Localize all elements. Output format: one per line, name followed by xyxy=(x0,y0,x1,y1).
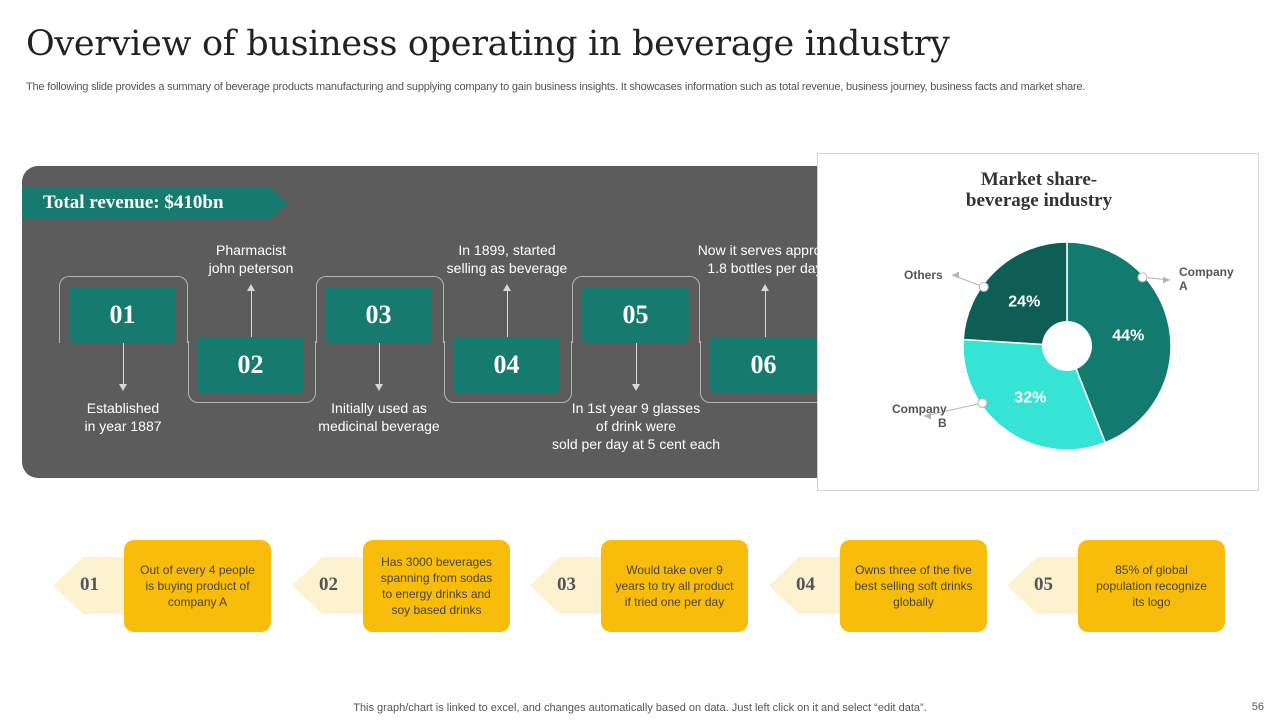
fact-number: 05 xyxy=(1034,574,1053,595)
fact-card: Owns three of the five best selling soft… xyxy=(840,540,987,632)
timeline-step-02: 02 xyxy=(197,337,304,393)
footer-note: This graph/chart is linked to excel, and… xyxy=(353,702,927,714)
timeline-step-03: 03 xyxy=(325,287,432,343)
arrow-up-icon xyxy=(247,284,255,291)
fact-number: 03 xyxy=(557,574,576,595)
leader-dot xyxy=(977,397,988,408)
market-share-pie-chart: 44% 32% 24% xyxy=(923,241,1172,451)
timeline-step-text: Established in year 1887 xyxy=(84,400,162,434)
legend-label-company-b: Company B xyxy=(892,402,947,430)
connector-bracket xyxy=(59,276,188,343)
timeline-step-text: Initially used as medicinal beverage xyxy=(318,400,440,434)
arrow-line xyxy=(251,291,252,337)
page-title: Overview of business operating in bevera… xyxy=(26,24,950,64)
arrow-line xyxy=(123,343,124,384)
arrow-line xyxy=(507,291,508,337)
timeline-step-04: 04 xyxy=(453,337,560,393)
fact-number: 04 xyxy=(796,574,815,595)
pie-slice-company-a xyxy=(1066,241,1172,444)
pie-value-company-b: 32% xyxy=(1014,389,1046,406)
timeline-step-text: Pharmacist john peterson xyxy=(208,242,294,276)
leader-company-b xyxy=(923,402,983,417)
arrow-line xyxy=(379,343,380,384)
connector-bracket xyxy=(316,276,444,343)
fact-number: 02 xyxy=(319,574,338,595)
arrow-up-icon xyxy=(503,284,511,291)
fact-card: Out of every 4 people is buying product … xyxy=(124,540,271,632)
pie-value-others: 24% xyxy=(1008,294,1040,311)
timeline-step-06: 06 xyxy=(710,337,817,393)
leader-dot xyxy=(978,281,989,292)
timeline-step-05: 05 xyxy=(582,287,689,343)
timeline-step-text: In 1st year 9 glasses of drink were sold… xyxy=(551,400,721,452)
arrow-down-icon xyxy=(632,384,640,391)
arrow-down-icon xyxy=(375,384,383,391)
fact-card: Would take over 9 years to try all produ… xyxy=(601,540,748,632)
pie-value-company-a: 44% xyxy=(1112,327,1144,344)
market-share-panel: Market share- beverage industry 44% 32% 24… xyxy=(817,153,1259,491)
connector-bracket xyxy=(188,341,316,403)
arrow-up-icon xyxy=(761,284,769,291)
fact-card: Has 3000 beverages spanning from sodas t… xyxy=(363,540,510,632)
arrow-line xyxy=(636,343,637,384)
connector-bracket xyxy=(572,276,700,343)
revenue-label: Total revenue: $410bn xyxy=(43,192,224,213)
legend-label-company-a: Company A xyxy=(1179,265,1234,293)
fact-card: 85% of global population recognize its l… xyxy=(1078,540,1225,632)
pie-slice-others xyxy=(962,241,1068,347)
leader-dot xyxy=(1137,272,1148,283)
arrow-down-icon xyxy=(119,384,127,391)
revenue-tag xyxy=(22,187,288,220)
connector-bracket xyxy=(444,341,572,403)
leader-arrow-icon xyxy=(952,271,959,279)
timeline-step-01: 01 xyxy=(69,287,176,343)
page-subtitle: The following slide provides a summary o… xyxy=(26,81,1086,93)
pie-center-hole xyxy=(1042,321,1092,371)
fact-number: 01 xyxy=(80,574,99,595)
timeline-step-text: In 1899, started selling as beverage xyxy=(446,242,568,276)
leader-arrow-icon xyxy=(924,412,931,420)
page-number: 56 xyxy=(1251,701,1264,713)
arrow-line xyxy=(765,291,766,337)
chart-title: Market share- beverage industry xyxy=(965,169,1113,211)
legend-label-others: Others xyxy=(904,268,943,282)
leader-arrow-icon xyxy=(1163,276,1170,284)
